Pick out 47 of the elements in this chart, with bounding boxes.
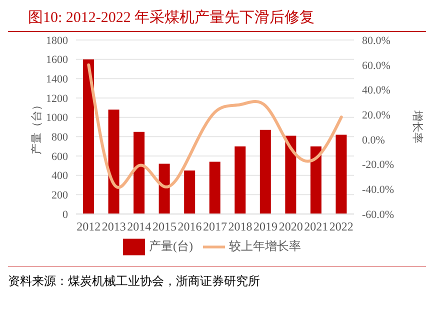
bar (134, 132, 145, 214)
y-tick-label: 400 (52, 170, 68, 182)
y-tick-label: 1600 (46, 54, 68, 66)
x-tick-label: 2015 (152, 220, 176, 234)
y-tick-label: 0 (62, 208, 68, 221)
y2-tick-label: 40.0% (362, 84, 390, 97)
bar (158, 164, 170, 214)
y2-tick-label: 80.0% (362, 34, 390, 47)
bar (260, 130, 271, 214)
x-tick-label: 2018 (228, 220, 252, 234)
y-tick-label: 200 (52, 190, 68, 202)
bar (209, 162, 220, 214)
y-tick-label: 1000 (46, 112, 68, 124)
x-tick-label: 2017 (203, 220, 227, 234)
y-axis-title: 产量（台） (30, 100, 43, 154)
legend-label: 产量(台) (149, 238, 193, 253)
bar (336, 134, 347, 214)
y2-tick-label: -20.0% (362, 159, 394, 172)
y2-tick-label: -60.0% (362, 208, 394, 221)
line-series (87, 63, 343, 189)
legend-label: 较上年增长率 (229, 238, 301, 253)
y2-axis-title: 增长率 (411, 110, 424, 144)
y-tick-label: 1400 (46, 74, 68, 86)
x-tick-label: 2021 (304, 220, 328, 234)
chart-title: 图10: 2012-2022 年采煤机产量先下滑后修复 (8, 8, 426, 32)
text: 资料来源：煤炭机械工业协会，浙商证券研究所 (8, 273, 261, 290)
y-tick-label: 600 (52, 150, 68, 163)
y-tick-label: 1200 (46, 92, 68, 105)
bar (310, 146, 322, 214)
bar (285, 136, 296, 214)
y2-tick-label: 60.0% (362, 60, 390, 72)
x-tick-label: 2019 (254, 220, 278, 234)
bar (234, 146, 246, 214)
bar (108, 110, 120, 214)
x-tick-label: 2014 (127, 220, 152, 234)
y-tick-label: 1800 (46, 34, 68, 47)
y2-tick-label: -40.0% (362, 184, 394, 196)
y2-tick-label: 20.0% (362, 109, 390, 122)
x-tick-label: 2020 (278, 220, 303, 234)
bar (83, 59, 94, 214)
y-tick-label: 800 (52, 132, 68, 144)
x-tick-label: 2022 (329, 220, 354, 234)
bar (184, 170, 196, 214)
x-tick-label: 2012 (76, 220, 101, 234)
y2-tick-label: 0.0% (362, 134, 385, 146)
x-tick-label: 2013 (102, 220, 126, 234)
x-tick-label: 2016 (178, 220, 202, 234)
